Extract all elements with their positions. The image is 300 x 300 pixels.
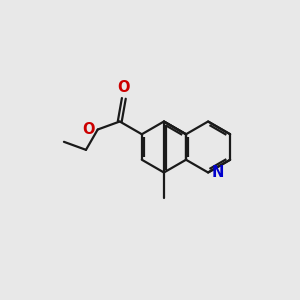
Text: N: N — [212, 165, 224, 180]
Text: O: O — [82, 122, 95, 137]
Text: O: O — [118, 80, 130, 95]
